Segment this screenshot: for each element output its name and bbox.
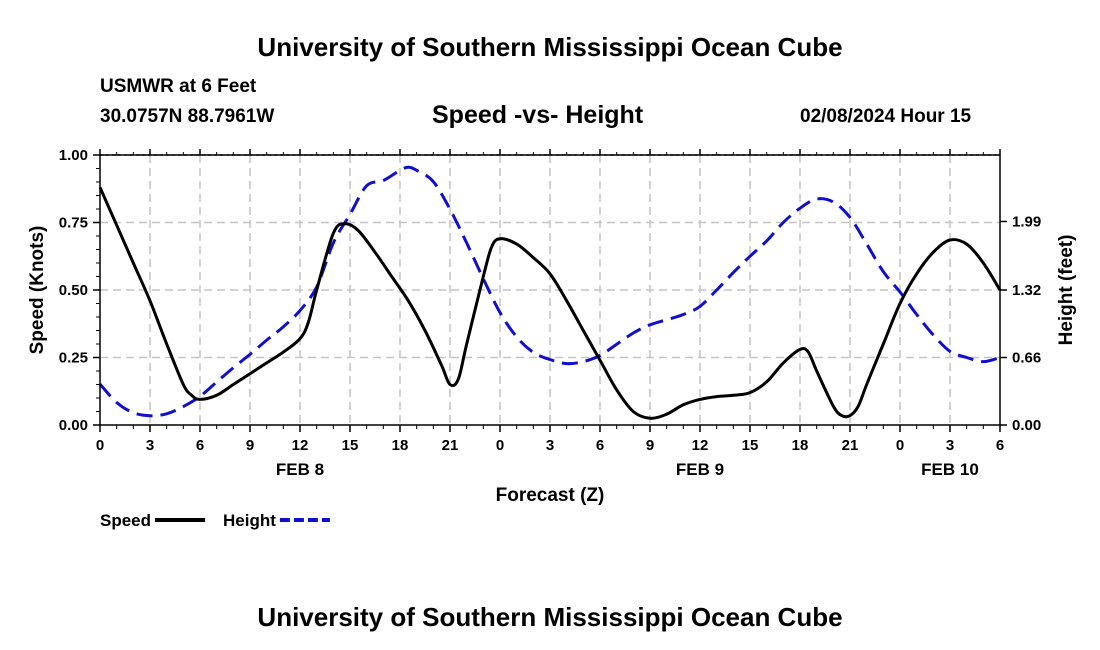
y-tick-label: 1.00: [59, 147, 88, 164]
station-coordinates: 30.0757N 88.7961W: [100, 106, 275, 127]
x-tick-label: 9: [246, 437, 254, 454]
station-name: USMWR at 6 Feet: [100, 76, 257, 97]
forecast-datetime: 02/08/2024 Hour 15: [800, 106, 972, 127]
x-date-label: FEB 9: [676, 460, 724, 479]
y-tick-label: 0.50: [59, 282, 88, 299]
chart-title: Speed -vs- Height: [432, 101, 644, 129]
x-tick-label: 9: [646, 437, 654, 454]
x-tick-label: 15: [742, 437, 759, 454]
y-right-tick-label: 1.99: [1012, 213, 1041, 230]
chart-legend: Speed Height: [100, 511, 330, 530]
y-axis-left-label: Speed (Knots): [27, 226, 48, 355]
y-axis-right-label: Height (feet): [1056, 235, 1077, 346]
x-tick-label: 21: [842, 437, 859, 454]
legend-label-speed: Speed: [100, 511, 151, 530]
x-tick-label: 18: [792, 437, 809, 454]
x-tick-label: 3: [146, 437, 154, 454]
y-tick-label: 0.00: [59, 417, 88, 434]
x-tick-label: 6: [196, 437, 204, 454]
x-tick-label: 0: [496, 437, 504, 454]
y-right-tick-label: 0.00: [1012, 417, 1041, 434]
page-title: University of Southern Mississippi Ocean…: [257, 32, 843, 62]
x-tick-label: 6: [596, 437, 604, 454]
legend-label-height: Height: [223, 511, 276, 530]
footer-title: University of Southern Mississippi Ocean…: [257, 602, 843, 632]
x-tick-label: 3: [546, 437, 554, 454]
y-tick-label: 0.75: [59, 215, 88, 232]
x-tick-label: 21: [442, 437, 459, 454]
x-date-label: FEB 10: [921, 460, 979, 479]
x-tick-label: 18: [392, 437, 409, 454]
speed-height-chart: 0 3 6 9 12 15 18 21 0 3 6 9 12 15 18 21 0 3 6 FEB 8 FEB 9 FEB…: [27, 147, 1077, 530]
chart-series: [98, 165, 1002, 420]
chart-ticks: 0 3 6 9 12 15 18 21 0 3 6 9 12 15 18 21 0 3 6 FEB 8 FEB 9 FEB…: [59, 147, 1041, 479]
x-axis-label: Forecast (Z): [496, 485, 605, 506]
height-series-line: [98, 165, 1001, 418]
speed-series-line: [98, 186, 1002, 420]
y-right-tick-label: 0.66: [1012, 350, 1041, 367]
x-tick-label: 6: [996, 437, 1004, 454]
y-right-tick-label: 1.32: [1012, 282, 1041, 299]
x-date-label: FEB 8: [276, 460, 324, 479]
x-tick-label: 12: [692, 437, 709, 454]
x-tick-label: 3: [946, 437, 954, 454]
x-tick-label: 0: [96, 437, 104, 454]
y-tick-label: 0.25: [59, 350, 88, 367]
x-tick-label: 0: [896, 437, 904, 454]
x-tick-label: 15: [342, 437, 359, 454]
x-tick-label: 12: [292, 437, 309, 454]
